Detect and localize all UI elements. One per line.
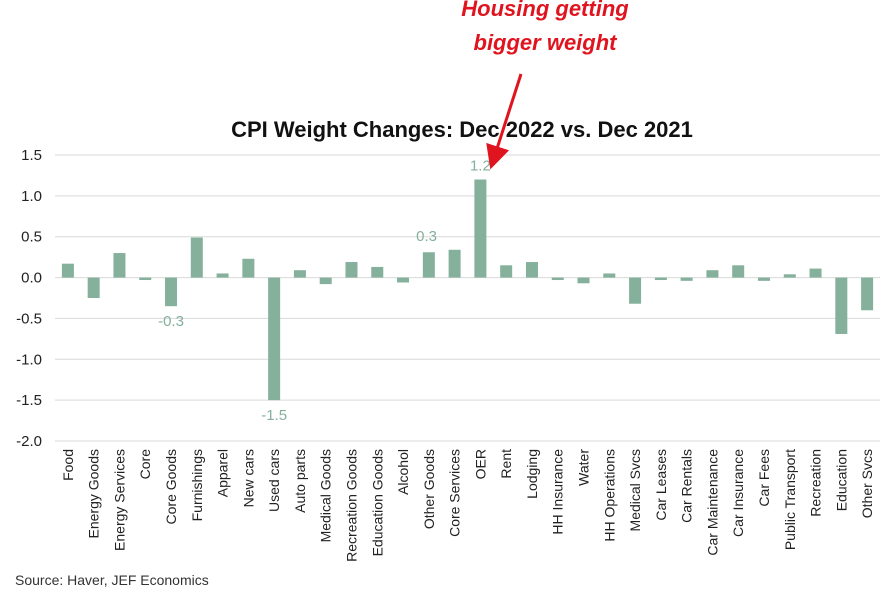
- y-tick-label: -1.0: [16, 351, 42, 368]
- bar-auto-parts: [293, 270, 306, 278]
- bar-other-svcs: [861, 277, 874, 311]
- x-category-label: Rent: [498, 449, 514, 479]
- bar-energy-services: [113, 253, 126, 278]
- y-tick-label: 0.5: [21, 229, 42, 246]
- x-category-label: Public Transport: [782, 449, 798, 550]
- bar-hh-insurance: [551, 277, 564, 281]
- x-category-label: Car Insurance: [730, 449, 746, 537]
- bar-car-leases: [654, 277, 667, 281]
- bar-medical-goods: [319, 277, 332, 285]
- x-category-label: Education: [833, 449, 849, 511]
- x-category-label: Alcohol: [395, 449, 411, 495]
- bar-oer: [474, 179, 487, 278]
- bar-other-goods: [422, 252, 435, 278]
- bar-car-maintenance: [706, 270, 719, 278]
- x-category-label: Used cars: [266, 449, 282, 512]
- annotation-line-2: bigger weight: [474, 30, 619, 55]
- y-tick-label: -1.5: [16, 392, 42, 409]
- x-category-label: Apparel: [215, 449, 231, 497]
- bar-medical-svcs: [629, 277, 642, 304]
- y-tick-label: 1.0: [21, 188, 42, 205]
- x-category-label: Water: [576, 449, 592, 486]
- x-category-label: Furnishings: [189, 449, 205, 521]
- bar-recreation: [809, 268, 822, 278]
- x-category-label: Car Rentals: [679, 449, 695, 523]
- bar-rent: [500, 265, 513, 278]
- x-category-label: Education Goods: [369, 449, 385, 556]
- x-category-label: Recreation Goods: [343, 449, 359, 562]
- x-category-label: Car Maintenance: [704, 449, 720, 556]
- bar-hh-operations: [603, 273, 616, 278]
- x-category-label: HH Insurance: [550, 449, 566, 535]
- chart-title: CPI Weight Changes: Dec 2022 vs. Dec 202…: [231, 117, 693, 142]
- bar-new-cars: [242, 258, 255, 278]
- bar-recreation-goods: [345, 262, 358, 278]
- x-category-label: Auto parts: [292, 449, 308, 513]
- annotation-line-1: Housing getting: [461, 0, 629, 21]
- x-category-label: Car Fees: [756, 449, 772, 507]
- data-label: -0.3: [158, 313, 184, 330]
- annotation-arrow: [486, 73, 523, 170]
- bar-core-goods: [165, 277, 178, 307]
- x-category-label: Lodging: [524, 449, 540, 499]
- x-category-label: Core: [137, 449, 153, 480]
- x-category-label: New cars: [240, 449, 256, 507]
- bar-education-goods: [371, 266, 384, 278]
- bar-furnishings: [190, 237, 203, 278]
- bar-apparel: [216, 273, 229, 278]
- x-category-label: Medical Goods: [318, 449, 334, 542]
- x-category-label: Car Leases: [653, 449, 669, 521]
- source-note: Source: Haver, JEF Economics: [15, 572, 209, 588]
- data-label: 0.3: [416, 228, 437, 245]
- y-tick-label: 1.5: [21, 147, 42, 164]
- x-category-label: Energy Goods: [86, 449, 102, 539]
- bar-alcohol: [397, 277, 410, 283]
- x-category-label: Food: [60, 449, 76, 481]
- bar-public-transport: [783, 274, 796, 278]
- y-tick-label: -0.5: [16, 310, 42, 327]
- x-category-label: Core Goods: [163, 449, 179, 524]
- x-category-label: Medical Svcs: [627, 449, 643, 531]
- x-category-label: Other Svcs: [859, 449, 875, 518]
- bar-education: [835, 277, 848, 334]
- bar-lodging: [525, 262, 538, 278]
- bar-car-fees: [757, 277, 770, 281]
- x-category-label: OER: [472, 449, 488, 479]
- bar-energy-goods: [87, 277, 100, 298]
- bar-used-cars: [268, 277, 281, 401]
- y-tick-label: 0.0: [21, 270, 42, 287]
- data-label: 1.2: [470, 158, 491, 175]
- bar-core-services: [448, 249, 461, 278]
- y-tick-label: -2.0: [16, 433, 42, 450]
- bar-core: [139, 277, 152, 281]
- x-category-label: Energy Services: [111, 449, 127, 551]
- bar-water: [577, 277, 590, 284]
- x-category-label: HH Operations: [601, 449, 617, 542]
- bar-car-rentals: [680, 277, 693, 281]
- x-category-label: Core Services: [447, 449, 463, 537]
- bar-car-insurance: [732, 265, 745, 278]
- data-label: -1.5: [261, 407, 287, 424]
- x-category-label: Recreation: [808, 449, 824, 517]
- bar-food: [61, 263, 74, 278]
- x-category-label: Other Goods: [421, 449, 437, 529]
